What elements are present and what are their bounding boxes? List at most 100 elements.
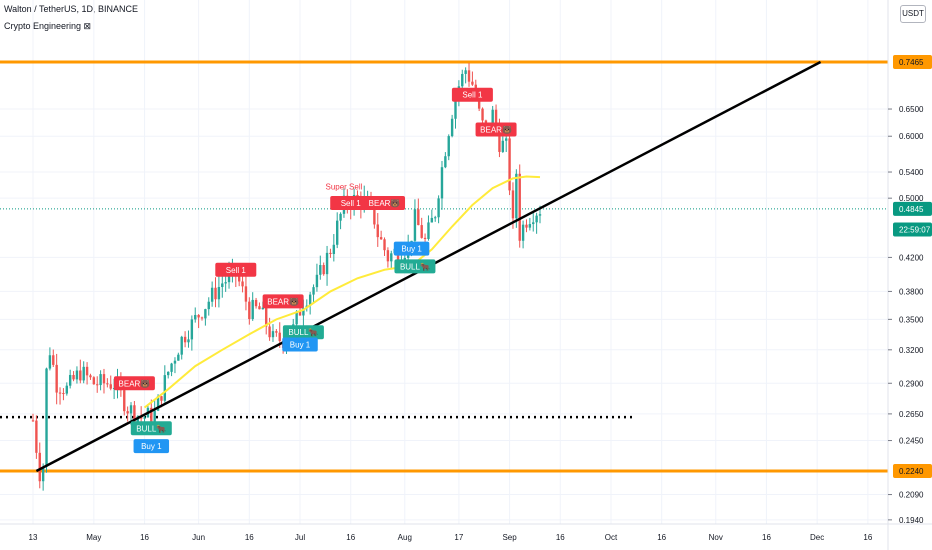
candle-body — [417, 209, 420, 226]
candle-body — [376, 224, 379, 238]
candle-body — [143, 417, 146, 419]
candle-body — [325, 252, 329, 275]
candle-body — [31, 420, 35, 422]
candle-body — [210, 287, 214, 302]
candle-body — [207, 301, 210, 310]
price-tick-label: 0.5000 — [899, 194, 924, 203]
price-tick-label: 0.1940 — [899, 516, 924, 525]
signal-label: BEAR🐻 — [267, 296, 299, 306]
candles — [31, 63, 542, 491]
time-tick-label: 16 — [556, 533, 565, 542]
candle-body — [123, 390, 126, 412]
candle-body — [156, 396, 160, 411]
price-badge — [893, 222, 932, 237]
candle-body — [471, 81, 474, 85]
candle-body — [447, 136, 450, 157]
signal-label: Buy 1 — [141, 442, 162, 451]
candle-body — [200, 317, 204, 319]
candle-body — [129, 405, 133, 414]
candle-body — [521, 224, 525, 241]
candle-body — [508, 138, 511, 191]
candle-body — [265, 307, 268, 327]
candle-body — [167, 371, 170, 376]
candle-body — [403, 257, 406, 260]
candle-body — [498, 127, 501, 152]
signal-badge — [475, 122, 517, 137]
candle-body — [126, 411, 129, 414]
candle-body — [217, 287, 221, 300]
candle-body — [427, 222, 430, 239]
candle-body — [413, 209, 417, 241]
signal-label: Super Sell — [325, 182, 362, 191]
time-tick-label: May — [86, 533, 101, 542]
candle-body — [237, 275, 241, 282]
signal-label: BULL🐂 — [400, 262, 430, 271]
candle-body — [133, 405, 136, 423]
signal-label: BEAR🐻 — [480, 125, 512, 135]
signal-badge — [282, 325, 324, 340]
candle-body — [356, 194, 359, 196]
candle-body — [271, 331, 275, 338]
price-tick-label: 0.4200 — [899, 253, 924, 262]
candle-body — [136, 416, 139, 423]
candle-body — [525, 224, 528, 228]
candle-body — [444, 156, 447, 168]
signal-badge — [364, 195, 406, 210]
candle-body — [423, 237, 427, 239]
price-tick-label: 0.6500 — [899, 105, 924, 114]
candle-body — [109, 384, 112, 389]
currency-button[interactable]: USDT — [900, 5, 926, 23]
candle-body — [153, 410, 156, 422]
candle-body — [373, 197, 376, 225]
candle-body — [72, 374, 75, 380]
signal-badge — [130, 421, 172, 436]
candle-body — [224, 282, 227, 284]
time-tick-label: 16 — [657, 533, 666, 542]
candle-body — [336, 220, 339, 245]
candle-body — [494, 109, 498, 128]
candle-body — [96, 384, 99, 386]
candle-body — [180, 336, 183, 355]
time-tick-label: Jul — [295, 533, 305, 542]
candle-body — [194, 314, 197, 320]
candle-body — [379, 237, 383, 240]
candle-body — [62, 393, 65, 395]
candle-body — [332, 244, 336, 255]
signal-badge — [133, 439, 170, 454]
candle-body — [515, 173, 518, 219]
candle-body — [437, 198, 440, 218]
ma-line — [143, 175, 541, 409]
candle-body — [173, 360, 177, 364]
candle-body — [477, 98, 481, 109]
signals: BEAR🐻 BULL🐂 Buy 1 Sell 1 BEAR🐻 BULL🐂 Buy 1 Supe… — [113, 87, 517, 454]
indicator-label[interactable]: Crypto Engineering ⊠ — [4, 21, 92, 31]
price-badge-label: 22:59:07 — [899, 225, 931, 234]
candle-body — [467, 70, 471, 82]
signal-label: BEAR🐻 — [369, 198, 401, 208]
candle-body — [308, 294, 312, 306]
candle-body — [55, 364, 58, 393]
chart-title: Walton / TetherUS, 1D, BINANCE — [4, 4, 139, 14]
candle-body — [68, 374, 72, 386]
candle-body — [275, 331, 278, 333]
grid — [0, 0, 888, 524]
signal-label: Sell 1 — [462, 91, 483, 100]
candle-body — [339, 213, 342, 221]
candle-body — [302, 308, 305, 316]
candle-body — [150, 407, 153, 422]
candle-body — [65, 385, 68, 394]
candle-body — [251, 299, 254, 320]
candle-body — [227, 272, 231, 283]
time-tick-label: 17 — [454, 533, 463, 542]
candle-body — [319, 265, 322, 275]
time-tick-label: Jun — [192, 533, 205, 542]
candle-body — [187, 339, 190, 343]
candle-body — [89, 375, 92, 378]
candle-body — [106, 383, 109, 385]
horizontal-levels — [0, 60, 888, 473]
candle-body — [82, 366, 85, 381]
candle-body — [454, 95, 457, 119]
moving-average — [143, 175, 541, 409]
candle-body — [258, 306, 261, 310]
